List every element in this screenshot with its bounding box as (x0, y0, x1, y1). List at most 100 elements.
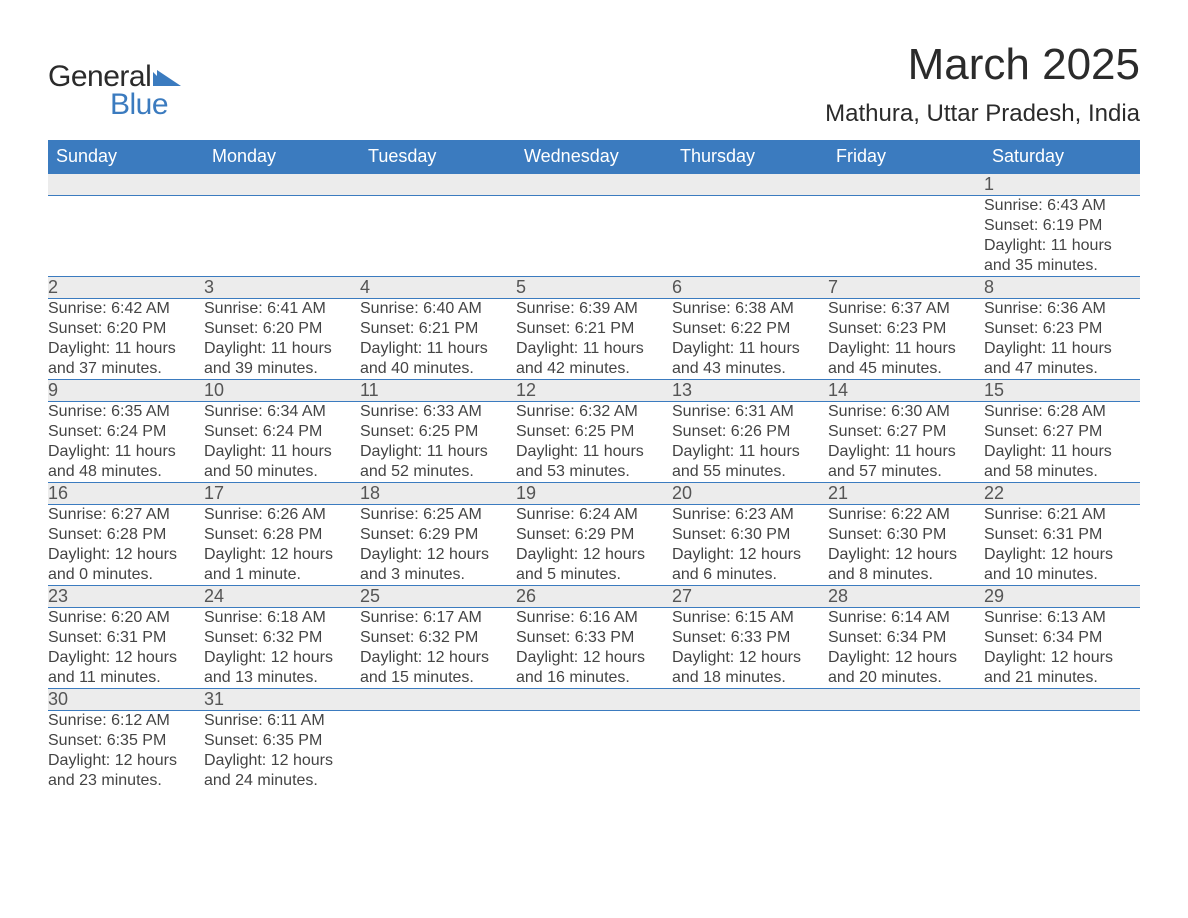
sunrise: Sunrise: 6:17 AM (360, 608, 516, 628)
calendar-col-wednesday: Wednesday (516, 140, 672, 174)
sunrise: Sunrise: 6:41 AM (204, 299, 360, 319)
daylight-line1: Daylight: 12 hours (204, 648, 360, 668)
week-6-daynums: 3031 (48, 689, 1140, 711)
day-21-details: Sunrise: 6:22 AMSunset: 6:30 PMDaylight:… (828, 505, 984, 586)
daylight-line1: Daylight: 11 hours (204, 442, 360, 462)
daylight-line1: Daylight: 12 hours (204, 545, 360, 565)
calendar-header-row: SundayMondayTuesdayWednesdayThursdayFrid… (48, 140, 1140, 174)
day-5-details: Sunrise: 6:39 AMSunset: 6:21 PMDaylight:… (516, 299, 672, 380)
day-6-details: Sunrise: 6:38 AMSunset: 6:22 PMDaylight:… (672, 299, 828, 380)
sunset: Sunset: 6:21 PM (360, 319, 516, 339)
sunset: Sunset: 6:21 PM (516, 319, 672, 339)
day-13-number: 13 (672, 380, 828, 402)
week-2-daynums: 2345678 (48, 277, 1140, 299)
sunset: Sunset: 6:28 PM (204, 525, 360, 545)
day-8-details: Sunrise: 6:36 AMSunset: 6:23 PMDaylight:… (984, 299, 1140, 380)
sunset: Sunset: 6:23 PM (984, 319, 1140, 339)
sunrise: Sunrise: 6:37 AM (828, 299, 984, 319)
daylight-line2: and 47 minutes. (984, 359, 1140, 379)
logo-mark-icon (153, 64, 181, 91)
calendar-col-thursday: Thursday (672, 140, 828, 174)
day-21-number: 21 (828, 483, 984, 505)
sunset: Sunset: 6:35 PM (48, 731, 204, 751)
sunset: Sunset: 6:27 PM (828, 422, 984, 442)
day-24-number: 24 (204, 586, 360, 608)
empty-daycontent (360, 196, 516, 277)
day-3-number: 3 (204, 277, 360, 299)
day-26-details: Sunrise: 6:16 AMSunset: 6:33 PMDaylight:… (516, 608, 672, 689)
day-15-number: 15 (984, 380, 1140, 402)
day-3-details: Sunrise: 6:41 AMSunset: 6:20 PMDaylight:… (204, 299, 360, 380)
daylight-line1: Daylight: 11 hours (360, 339, 516, 359)
empty-daycontent (516, 711, 672, 792)
calendar-col-sunday: Sunday (48, 140, 204, 174)
sunset: Sunset: 6:34 PM (828, 628, 984, 648)
day-10-details: Sunrise: 6:34 AMSunset: 6:24 PMDaylight:… (204, 402, 360, 483)
daylight-line1: Daylight: 12 hours (360, 545, 516, 565)
day-5-number: 5 (516, 277, 672, 299)
sunrise: Sunrise: 6:39 AM (516, 299, 672, 319)
day-13-details: Sunrise: 6:31 AMSunset: 6:26 PMDaylight:… (672, 402, 828, 483)
sunrise: Sunrise: 6:11 AM (204, 711, 360, 731)
sunset: Sunset: 6:31 PM (984, 525, 1140, 545)
daylight-line2: and 21 minutes. (984, 668, 1140, 688)
day-17-number: 17 (204, 483, 360, 505)
week-1-daynums: 1 (48, 174, 1140, 196)
day-7-number: 7 (828, 277, 984, 299)
week-4-content: Sunrise: 6:27 AMSunset: 6:28 PMDaylight:… (48, 505, 1140, 586)
daylight-line2: and 10 minutes. (984, 565, 1140, 585)
daylight-line1: Daylight: 11 hours (516, 339, 672, 359)
sunset: Sunset: 6:32 PM (204, 628, 360, 648)
sunset: Sunset: 6:29 PM (516, 525, 672, 545)
day-12-details: Sunrise: 6:32 AMSunset: 6:25 PMDaylight:… (516, 402, 672, 483)
day-7-details: Sunrise: 6:37 AMSunset: 6:23 PMDaylight:… (828, 299, 984, 380)
location: Mathura, Uttar Pradesh, India (825, 100, 1140, 128)
sunrise: Sunrise: 6:21 AM (984, 505, 1140, 525)
daylight-line1: Daylight: 12 hours (360, 648, 516, 668)
daylight-line1: Daylight: 12 hours (516, 648, 672, 668)
sunrise: Sunrise: 6:12 AM (48, 711, 204, 731)
week-4-daynums: 16171819202122 (48, 483, 1140, 505)
week-2-content: Sunrise: 6:42 AMSunset: 6:20 PMDaylight:… (48, 299, 1140, 380)
sunset: Sunset: 6:33 PM (516, 628, 672, 648)
daylight-line2: and 16 minutes. (516, 668, 672, 688)
empty-daynum (360, 689, 516, 711)
day-23-details: Sunrise: 6:20 AMSunset: 6:31 PMDaylight:… (48, 608, 204, 689)
daylight-line1: Daylight: 12 hours (672, 648, 828, 668)
empty-daycontent (828, 196, 984, 277)
daylight-line1: Daylight: 12 hours (984, 648, 1140, 668)
daylight-line1: Daylight: 11 hours (360, 442, 516, 462)
logo: General Blue (48, 60, 181, 122)
day-30-number: 30 (48, 689, 204, 711)
day-16-details: Sunrise: 6:27 AMSunset: 6:28 PMDaylight:… (48, 505, 204, 586)
sunrise: Sunrise: 6:40 AM (360, 299, 516, 319)
day-31-details: Sunrise: 6:11 AMSunset: 6:35 PMDaylight:… (204, 711, 360, 792)
day-28-number: 28 (828, 586, 984, 608)
sunrise: Sunrise: 6:35 AM (48, 402, 204, 422)
day-11-details: Sunrise: 6:33 AMSunset: 6:25 PMDaylight:… (360, 402, 516, 483)
daylight-line2: and 6 minutes. (672, 565, 828, 585)
daylight-line1: Daylight: 11 hours (984, 339, 1140, 359)
sunset: Sunset: 6:27 PM (984, 422, 1140, 442)
day-19-details: Sunrise: 6:24 AMSunset: 6:29 PMDaylight:… (516, 505, 672, 586)
empty-daycontent (48, 196, 204, 277)
calendar-col-tuesday: Tuesday (360, 140, 516, 174)
daylight-line1: Daylight: 11 hours (828, 442, 984, 462)
daylight-line1: Daylight: 12 hours (828, 648, 984, 668)
daylight-line1: Daylight: 11 hours (48, 339, 204, 359)
sunset: Sunset: 6:33 PM (672, 628, 828, 648)
empty-daycontent (672, 711, 828, 792)
daylight-line2: and 53 minutes. (516, 462, 672, 482)
day-20-number: 20 (672, 483, 828, 505)
empty-daycontent (516, 196, 672, 277)
sunrise: Sunrise: 6:43 AM (984, 196, 1140, 216)
daylight-line1: Daylight: 11 hours (48, 442, 204, 462)
day-27-number: 27 (672, 586, 828, 608)
daylight-line1: Daylight: 11 hours (204, 339, 360, 359)
daylight-line1: Daylight: 11 hours (672, 339, 828, 359)
sunrise: Sunrise: 6:42 AM (48, 299, 204, 319)
daylight-line1: Daylight: 12 hours (828, 545, 984, 565)
sunrise: Sunrise: 6:25 AM (360, 505, 516, 525)
week-1-content: Sunrise: 6:43 AMSunset: 6:19 PMDaylight:… (48, 196, 1140, 277)
day-6-number: 6 (672, 277, 828, 299)
